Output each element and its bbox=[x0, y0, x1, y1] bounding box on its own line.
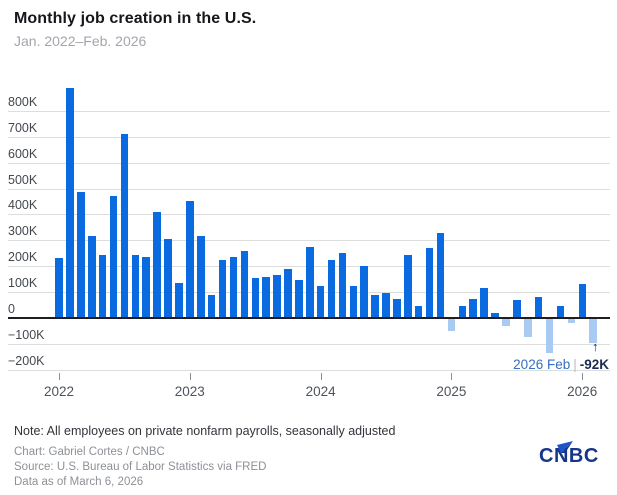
bar-dec-2023 bbox=[306, 246, 314, 318]
bar-jul-2023 bbox=[251, 277, 259, 318]
bar-jan-2025 bbox=[447, 319, 456, 331]
bar-oct-2023 bbox=[284, 268, 292, 318]
annotation-separator: | bbox=[573, 357, 577, 372]
y-axis-tick-label: −100K bbox=[8, 327, 45, 342]
bar-feb-2024 bbox=[327, 259, 336, 318]
bar-may-2025 bbox=[491, 312, 499, 318]
y-axis-tick-label: 400K bbox=[8, 198, 38, 213]
bar-jun-2024 bbox=[371, 294, 379, 318]
y-gridline bbox=[8, 136, 610, 138]
y-gridline bbox=[8, 110, 610, 112]
bar-mar-2025 bbox=[469, 298, 477, 318]
y-axis-tick-label: −200K bbox=[8, 353, 45, 368]
bar-chart: 800K 700K 600K 500K 400K 300K 200K 100K 0 −100K −2… bbox=[8, 87, 610, 399]
last-bar-annotation: 2026 Feb | -92K bbox=[513, 357, 609, 372]
bar-sep-2024 bbox=[404, 254, 412, 318]
cnbc-logo-icon: CNBC bbox=[539, 441, 599, 467]
data-as-of: Data as of March 6, 2026 bbox=[14, 476, 144, 488]
bar-jan-2023 bbox=[186, 201, 194, 318]
y-axis-tick-label: 0 bbox=[8, 302, 15, 316]
bar-may-2022 bbox=[98, 254, 107, 318]
cnbc-logo: CNBC bbox=[539, 440, 603, 473]
bar-apr-2022 bbox=[88, 236, 96, 318]
bar-apr-2023 bbox=[218, 259, 227, 318]
y-axis-tick-label: 100K bbox=[8, 276, 38, 291]
bar-dec-2024 bbox=[436, 232, 445, 318]
x-axis-year-label: 2026 bbox=[567, 384, 598, 399]
y-gridline bbox=[8, 162, 610, 164]
bar-aug-2025 bbox=[524, 319, 532, 338]
y-axis-tick-label: 500K bbox=[8, 172, 38, 187]
bar-oct-2025 bbox=[545, 319, 554, 353]
y-gridline bbox=[8, 369, 610, 371]
bar-oct-2024 bbox=[414, 306, 423, 318]
bar-feb-2026 bbox=[589, 319, 597, 343]
bar-aug-2022 bbox=[131, 254, 140, 318]
bar-sep-2025 bbox=[534, 297, 543, 318]
y-gridline bbox=[8, 214, 610, 216]
bar-nov-2022 bbox=[164, 239, 172, 318]
bar-jul-2022 bbox=[120, 134, 129, 318]
x-axis-year-label: 2022 bbox=[43, 384, 75, 399]
bar-apr-2025 bbox=[480, 288, 488, 318]
chart-subtitle: Jan. 2022–Feb. 2026 bbox=[14, 33, 147, 49]
bar-apr-2024 bbox=[349, 285, 358, 318]
bar-dec-2025 bbox=[567, 319, 576, 323]
bar-jul-2024 bbox=[382, 293, 390, 318]
y-axis-tick-label: 800K bbox=[8, 94, 38, 109]
y-axis-tick-label: 600K bbox=[8, 146, 38, 161]
y-gridline bbox=[8, 188, 610, 190]
zero-axis-line bbox=[8, 317, 610, 319]
bar-jun-2023 bbox=[240, 250, 249, 318]
bar-sep-2022 bbox=[142, 257, 150, 318]
bar-mar-2022 bbox=[77, 192, 85, 318]
x-axis-tick bbox=[582, 373, 584, 380]
bar-aug-2024 bbox=[393, 298, 401, 318]
y-axis-tick-label: 200K bbox=[8, 250, 38, 265]
x-axis-tick bbox=[451, 373, 453, 380]
bar-nov-2025 bbox=[556, 306, 565, 318]
x-axis-year-label: 2023 bbox=[174, 384, 205, 399]
bar-feb-2023 bbox=[197, 236, 205, 318]
bar-jan-2024 bbox=[316, 285, 325, 318]
bar-jan-2022 bbox=[55, 258, 63, 318]
bar-oct-2022 bbox=[153, 211, 161, 318]
x-axis-tick bbox=[59, 373, 60, 380]
bar-nov-2024 bbox=[425, 248, 434, 318]
y-axis-tick-label: 700K bbox=[8, 120, 38, 135]
chart-title: Monthly job creation in the U.S. bbox=[14, 10, 257, 27]
annotation-value: -92K bbox=[579, 357, 609, 372]
bar-sep-2023 bbox=[273, 275, 281, 318]
x-axis-tick bbox=[320, 373, 322, 380]
bar-may-2023 bbox=[229, 257, 238, 318]
chart-note: Note: All employees on private nonfarm p… bbox=[14, 424, 396, 438]
y-gridline bbox=[8, 343, 610, 345]
bar-may-2024 bbox=[360, 266, 368, 318]
y-axis-tick-label: 300K bbox=[8, 224, 38, 239]
chart-credit: Chart: Gabriel Cortes / CNBC bbox=[14, 446, 165, 458]
bar-jan-2026 bbox=[578, 284, 586, 318]
y-gridline bbox=[8, 240, 610, 242]
x-axis-year-label: 2024 bbox=[305, 384, 336, 399]
x-axis-year-label: 2025 bbox=[436, 384, 467, 399]
bar-feb-2025 bbox=[458, 306, 467, 318]
bar-aug-2023 bbox=[262, 276, 270, 318]
chart-source: Source: U.S. Bureau of Labor Statistics … bbox=[14, 461, 267, 473]
bar-jun-2022 bbox=[109, 196, 118, 318]
svg-text:CNBC: CNBC bbox=[539, 445, 599, 467]
bar-mar-2024 bbox=[338, 253, 347, 319]
bar-nov-2023 bbox=[295, 280, 303, 318]
bar-dec-2022 bbox=[175, 283, 183, 318]
bar-feb-2022 bbox=[66, 87, 74, 318]
bar-jun-2025 bbox=[502, 319, 510, 326]
x-axis-tick bbox=[189, 373, 191, 380]
annotation-up-arrow-icon: ↑ bbox=[592, 339, 599, 354]
bar-mar-2023 bbox=[207, 294, 216, 318]
annotation-month: 2026 Feb bbox=[513, 357, 571, 372]
bar-jul-2025 bbox=[513, 299, 521, 318]
